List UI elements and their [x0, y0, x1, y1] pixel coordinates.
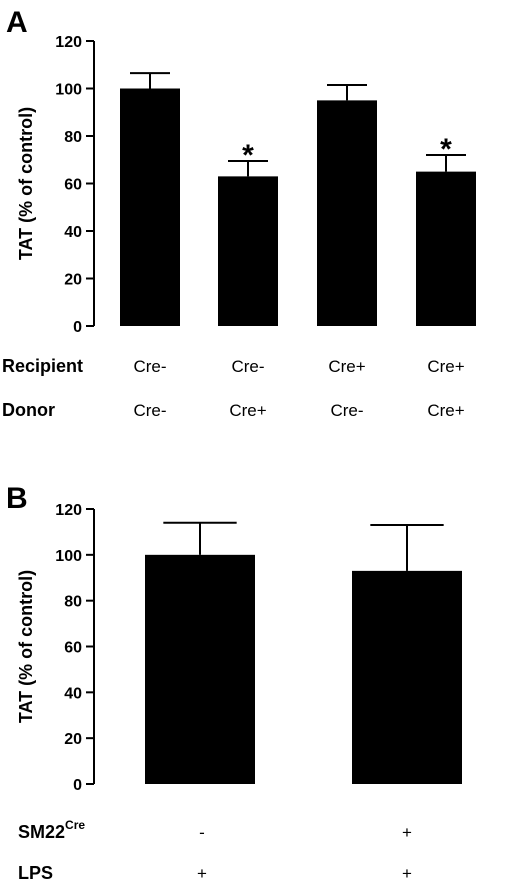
bar: [352, 570, 462, 784]
y-tick-label: 0: [73, 319, 82, 336]
condition-value: +: [402, 823, 412, 842]
y-tick-label: 60: [64, 640, 82, 657]
y-tick-label: 120: [55, 502, 82, 519]
condition-value: Cre-: [330, 401, 363, 420]
condition-row-label-text: Donor: [2, 400, 55, 420]
bar: [120, 88, 180, 326]
y-axis-title: TAT (% of control): [16, 107, 36, 260]
y-tick-label: 80: [64, 129, 82, 146]
condition-value: Cre-: [231, 357, 264, 376]
bar: [218, 176, 278, 326]
panel-letter: A: [6, 6, 28, 39]
significance-marker: *: [440, 133, 452, 166]
y-tick-label: 80: [64, 594, 82, 611]
condition-row-label-text: LPS: [18, 863, 53, 880]
condition-value: -: [199, 823, 205, 842]
condition-row-label: Recipient: [2, 356, 83, 376]
condition-row-label: LPS: [18, 863, 53, 880]
y-tick-label: 100: [55, 548, 82, 565]
condition-value: +: [197, 864, 207, 880]
condition-row-label-sup: Cre: [65, 818, 85, 832]
condition-value: Cre+: [427, 401, 464, 420]
bar: [145, 554, 255, 784]
panel-a: A 0 20 40 60 80 100 120 TAT (% of control) * * Reci…: [2, 6, 476, 420]
condition-row-label-text: Recipient: [2, 356, 83, 376]
y-tick-label: 20: [64, 731, 82, 748]
y-axis-title: TAT (% of control): [16, 570, 36, 723]
y-tick-label: 20: [64, 272, 82, 289]
condition-row-label: SM22Cre: [18, 818, 85, 842]
y-tick-label: 40: [64, 685, 82, 702]
condition-value: Cre+: [427, 357, 464, 376]
y-tick-label: 120: [55, 34, 82, 51]
panel-b: B 0 20 40 60 80 100 120 TAT (% of control) SM22Cr…: [6, 482, 462, 880]
bar: [416, 171, 476, 326]
y-tick-label: 40: [64, 224, 82, 241]
condition-value: Cre-: [133, 357, 166, 376]
panel-letter: B: [6, 482, 28, 515]
significance-marker: *: [242, 139, 254, 172]
condition-value: Cre-: [133, 401, 166, 420]
y-tick-label: 0: [73, 777, 82, 794]
condition-row-label-text: SM22: [18, 822, 65, 842]
condition-value: +: [402, 864, 412, 880]
y-tick-label: 100: [55, 82, 82, 99]
y-tick-label: 60: [64, 177, 82, 194]
bar: [317, 100, 377, 326]
condition-row-label: Donor: [2, 400, 55, 420]
condition-value: Cre+: [229, 401, 266, 420]
condition-value: Cre+: [328, 357, 365, 376]
